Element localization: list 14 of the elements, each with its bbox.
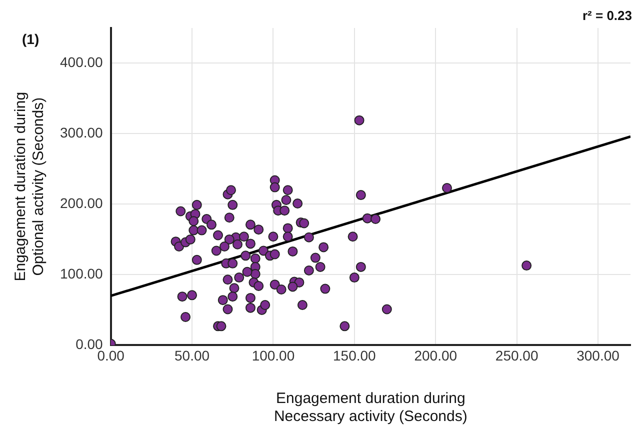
y-tick-label: 400.00 xyxy=(60,54,104,70)
y-tick-label: 100.00 xyxy=(60,266,104,282)
x-tick-label: 200.00 xyxy=(414,347,458,364)
y-tick-label: 200.00 xyxy=(60,195,104,212)
y-axis-title: Engagement duration during Optional activity (Seconds) xyxy=(12,92,48,282)
y-tick-label: 300.00 xyxy=(60,124,104,141)
text: (1) xyxy=(22,31,40,47)
x-axis-title: Engagement duration during Necessary activity (Seconds) xyxy=(274,390,468,426)
x-tick-label: 250.00 xyxy=(495,347,538,364)
x-tick-label: 150.00 xyxy=(333,347,376,364)
x-tick-label: 50.00 xyxy=(174,347,210,364)
x-tick-label: 300.00 xyxy=(576,347,620,364)
x-tick-label: 100.00 xyxy=(252,347,295,364)
text: r² = 0.23 xyxy=(582,8,632,23)
